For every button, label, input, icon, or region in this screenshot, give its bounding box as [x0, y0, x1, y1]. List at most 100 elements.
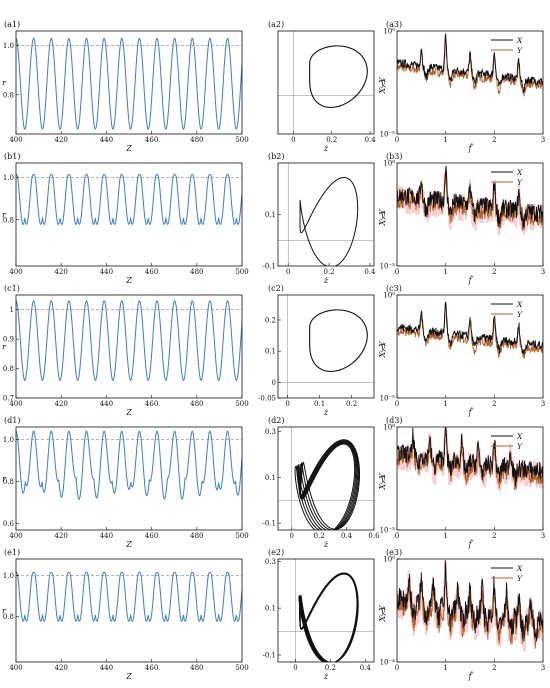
plot-frame — [15, 30, 243, 135]
legend-label-Y: Y — [517, 442, 523, 451]
series-r-line — [16, 300, 242, 381]
x-tick-label: 400 — [9, 664, 22, 672]
panel-a2: (a2) 0 0.2 0.4 ż ŷ — [268, 20, 386, 153]
legend-label-X: X — [516, 168, 523, 177]
y-axis-label: ŷ — [380, 211, 386, 220]
y-axis-label: X, Y — [378, 605, 387, 623]
x-tick-label: 500 — [235, 400, 248, 408]
plot-area — [278, 427, 374, 530]
plot-content — [278, 427, 374, 530]
panel-b3: (b3) 0 1 2 3 10⁰ 10⁻⁵ f̂ X, Y XY — [378, 152, 545, 285]
legend-label-X: X — [516, 564, 523, 573]
x-tick-label: 400 — [9, 136, 22, 144]
y-tick-label: 10⁰ — [383, 556, 395, 564]
plot-content — [278, 163, 374, 266]
y-axis-label: r — [2, 343, 7, 352]
plot-frame — [396, 162, 544, 267]
x-tick-label: 480 — [190, 136, 203, 144]
x-tick-label: 420 — [55, 664, 68, 672]
y-axis-label: r — [2, 211, 7, 220]
x-tick-label: 0 — [395, 268, 399, 276]
x-tick-label: 2 — [492, 532, 496, 540]
plot-area — [278, 31, 374, 134]
x-tick-label: 420 — [55, 532, 68, 540]
plot-area — [278, 559, 374, 662]
x-axis-label: f̂ — [468, 144, 474, 153]
x-tick-label: 0.4 — [364, 268, 376, 276]
x-tick-label: 480 — [190, 664, 203, 672]
x-axis-label: ż — [323, 144, 329, 153]
y-tick-label: -0.05 — [258, 395, 276, 403]
y-tick-label: 10⁻⁵ — [380, 131, 396, 139]
x-tick-label: 460 — [145, 136, 158, 144]
y-tick-label: 10⁻⁵ — [380, 527, 396, 535]
panel-label: (b3) — [386, 152, 402, 161]
plot-area — [397, 33, 543, 97]
x-tick-label: 1 — [443, 664, 447, 672]
plot-content — [16, 37, 242, 130]
panel-label: (d2) — [268, 416, 284, 425]
panel-label: (c3) — [386, 284, 402, 293]
x-tick-label: 0 — [395, 532, 399, 540]
x-tick-label: 0.4 — [365, 136, 377, 144]
y-tick-label: 0.1 — [265, 605, 276, 613]
series-Y-line — [397, 305, 543, 359]
y-axis-label: r — [2, 475, 7, 484]
x-axis-label: Z — [125, 672, 132, 681]
plot-frame — [15, 162, 243, 267]
y-tick-label: 10⁻⁴ — [380, 659, 396, 667]
x-axis-label: Z — [125, 144, 132, 153]
x-tick-label: 440 — [100, 268, 113, 276]
plot-area — [397, 301, 543, 359]
y-tick-label: 1.0 — [3, 42, 14, 50]
panel-label: (c1) — [4, 284, 20, 293]
x-tick-label: 1 — [443, 136, 447, 144]
y-tick-label: 10⁻⁵ — [380, 263, 396, 271]
x-tick-label: 3 — [541, 532, 545, 540]
panel-c3: (c3) 0 1 2 3 10⁰ 10⁻⁵ f̂ X, Y XY — [378, 284, 545, 417]
legend-label-Y: Y — [517, 46, 523, 55]
phase-orbit — [299, 440, 360, 530]
panel-label: (d1) — [4, 416, 20, 425]
legend-label-X: X — [516, 36, 523, 45]
x-tick-label: 0.4 — [360, 664, 372, 672]
x-tick-label: 0 — [291, 136, 295, 144]
legend-label-X: X — [516, 432, 523, 441]
y-tick-label: 0.3 — [265, 558, 276, 566]
legend-label-Y: Y — [517, 574, 523, 583]
plot-content — [278, 31, 374, 134]
x-tick-label: 400 — [9, 400, 22, 408]
plot-content — [16, 571, 242, 622]
panel-b2: (b2) 0 0.2 0.4 -0.1 0.1 ż ŷ — [263, 152, 386, 285]
panel-c1: (c1) 400 420 440 460 480 500 0.7 0.8 0.9 1 Zr — [2, 284, 249, 417]
panel-label: (e1) — [4, 548, 20, 557]
plot-area — [16, 37, 242, 130]
y-tick-label: 10⁰ — [383, 292, 395, 300]
x-tick-label: 420 — [55, 400, 68, 408]
panel-e2: (e2) 0 0.2 0.4 -0.1 0.1 0.3 ż ŷ — [263, 548, 386, 681]
legend-label-X: X — [516, 300, 523, 309]
y-axis-label: X, Y — [378, 473, 387, 491]
x-tick-label: 480 — [190, 532, 203, 540]
x-tick-label: 3 — [541, 400, 545, 408]
x-tick-label: 460 — [145, 532, 158, 540]
x-tick-label: 0 — [285, 400, 289, 408]
panel-e1: (e1) 400 420 440 460 480 500 0.8 1.0 Zr — [2, 548, 249, 681]
plot-content — [397, 301, 543, 359]
y-axis-label: X, Y — [378, 341, 387, 359]
plot-area — [16, 300, 242, 381]
x-tick-label: 0.4 — [341, 532, 353, 540]
panel-label: (e3) — [386, 548, 402, 557]
x-tick-label: 1 — [443, 532, 447, 540]
x-tick-label: 0 — [395, 664, 399, 672]
phase-orbit — [300, 439, 361, 530]
series-X-line — [397, 427, 543, 486]
y-tick-label: -0.1 — [263, 651, 277, 659]
panel-label: (d3) — [386, 416, 402, 425]
x-tick-label: 440 — [100, 136, 113, 144]
phase-orbit — [309, 45, 368, 108]
plot-area — [16, 174, 242, 225]
panel-d3: (d3) 0 1 2 3 10⁰ 10⁻⁵ f̂ X, Y XY — [378, 416, 545, 549]
plot-frame — [396, 30, 544, 135]
